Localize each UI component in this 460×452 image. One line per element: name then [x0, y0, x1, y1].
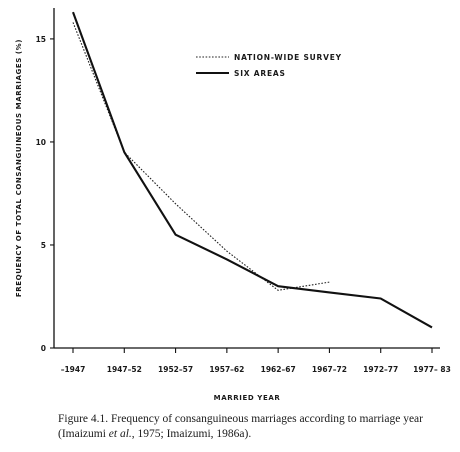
x-tick-label: 1977– 83	[413, 365, 451, 374]
x-tick-label: –1947	[61, 365, 86, 374]
series-lines	[72, 11, 433, 329]
y-tick-label: 0	[41, 344, 46, 353]
x-tick-label: 1952–57	[158, 365, 193, 374]
x-tick-label: 1967–72	[312, 365, 347, 374]
x-tick-label: 1962–67	[261, 365, 296, 374]
x-tick-label: 1972–77	[363, 365, 398, 374]
x-axis-title: MARRIED YEAR	[214, 394, 281, 402]
caption-suffix: , 1975; Imaizumi, 1986a).	[131, 428, 252, 440]
figure-caption: Figure 4.1. Frequency of consanguineous …	[58, 412, 438, 442]
y-tick-label: 5	[41, 241, 46, 250]
line-chart: 0 5 10 15 –1947 1947–52 1952–57 1957–62 1962–67…	[15, 8, 451, 402]
y-axis-ticks: 0 5 10 15	[36, 35, 54, 353]
series-line-six-areas	[72, 11, 433, 329]
x-tick-label: 1957–62	[209, 365, 244, 374]
x-axis-ticks: –1947 1947–52 1952–57 1957–62 1962–67 1967–72…	[61, 348, 451, 374]
y-axis-title: FREQUENCY OF TOTAL CONSANGUINEOUS MARRIA…	[15, 39, 23, 297]
x-tick-label: 1947–52	[107, 365, 142, 374]
legend-label: SIX AREAS	[234, 69, 286, 78]
caption-prefix: Figure 4.1. Frequency of consanguineous …	[58, 413, 423, 440]
series-line-nation-wide-survey	[72, 22, 330, 291]
y-tick-label: 15	[36, 35, 46, 44]
legend-label: NATION-WIDE SURVEY	[234, 53, 342, 62]
legend: NATION-WIDE SURVEY SIX AREAS	[196, 53, 342, 78]
y-tick-label: 10	[36, 138, 46, 147]
axes	[53, 8, 440, 349]
caption-et-al: et al.	[108, 428, 132, 440]
